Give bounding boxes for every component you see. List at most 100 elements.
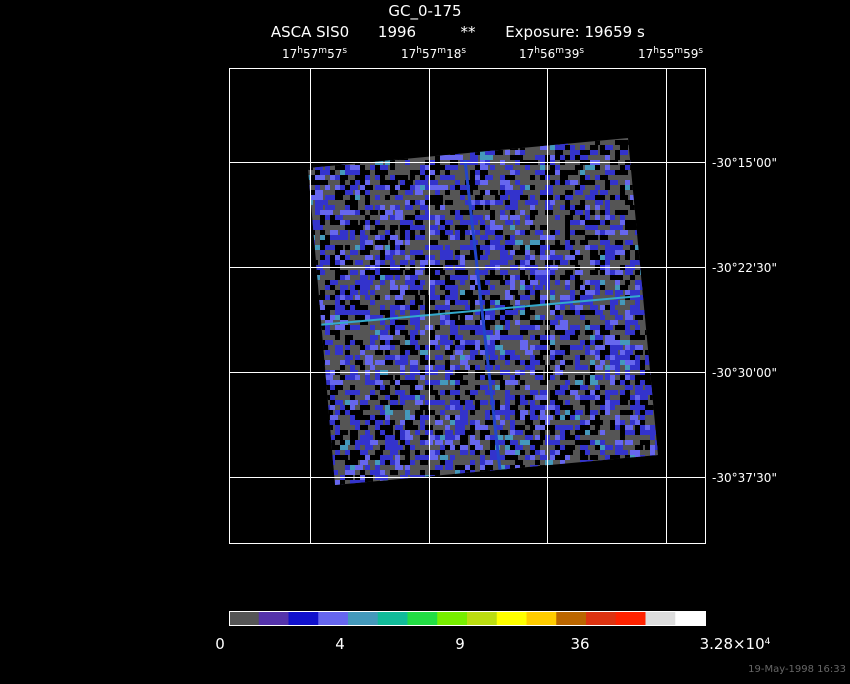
pixel bbox=[340, 375, 345, 380]
pixel bbox=[435, 440, 443, 445]
pixel bbox=[415, 255, 423, 260]
pixel bbox=[345, 450, 350, 455]
pixel bbox=[605, 210, 610, 215]
pixel bbox=[575, 360, 580, 365]
pixel bbox=[620, 375, 625, 380]
pixel bbox=[450, 285, 458, 290]
pixel bbox=[640, 485, 645, 490]
pixel bbox=[500, 485, 505, 490]
pixel bbox=[490, 340, 498, 345]
pixel bbox=[590, 260, 595, 265]
pixel bbox=[540, 300, 545, 305]
pixel bbox=[550, 430, 555, 435]
pixel bbox=[595, 470, 600, 475]
pixel bbox=[330, 205, 335, 210]
pixel bbox=[460, 195, 465, 200]
pixel bbox=[355, 340, 363, 345]
pixel bbox=[445, 280, 453, 285]
pixel bbox=[415, 400, 423, 405]
pixel bbox=[650, 295, 655, 300]
pixel bbox=[590, 280, 598, 285]
pixel bbox=[605, 305, 610, 310]
pixel bbox=[505, 255, 513, 260]
pixel bbox=[310, 355, 318, 360]
text-part: 17 bbox=[519, 47, 534, 61]
pixel bbox=[325, 295, 333, 300]
pixel bbox=[515, 230, 520, 235]
pixel bbox=[630, 415, 638, 420]
pixel bbox=[300, 210, 308, 215]
pixel bbox=[370, 340, 375, 345]
pixel bbox=[375, 375, 380, 380]
pixel bbox=[320, 240, 325, 245]
pixel bbox=[655, 455, 658, 460]
pixel bbox=[570, 170, 578, 175]
pixel bbox=[520, 140, 525, 145]
pixel bbox=[340, 250, 345, 255]
pixel bbox=[520, 315, 525, 320]
pixel bbox=[410, 335, 418, 340]
pixel bbox=[475, 320, 483, 325]
pixel bbox=[540, 335, 548, 340]
pixel bbox=[325, 385, 333, 390]
pixel bbox=[405, 480, 413, 485]
pixel bbox=[308, 195, 310, 200]
pixel bbox=[490, 210, 495, 215]
pixel bbox=[470, 305, 475, 310]
pixel bbox=[610, 375, 615, 380]
pixel bbox=[585, 235, 590, 240]
pixel bbox=[430, 215, 438, 220]
pixel bbox=[645, 190, 650, 195]
pixel bbox=[420, 330, 425, 335]
pixel bbox=[520, 340, 528, 345]
pixel bbox=[400, 435, 405, 440]
pixel bbox=[640, 405, 645, 410]
pixel bbox=[645, 385, 653, 390]
pixel bbox=[610, 195, 615, 200]
pixel bbox=[450, 445, 458, 450]
pixel bbox=[570, 385, 575, 390]
pixel bbox=[550, 270, 555, 275]
pixel bbox=[590, 395, 595, 400]
pixel bbox=[615, 250, 620, 255]
pixel bbox=[300, 170, 308, 175]
pixel bbox=[330, 255, 335, 260]
pixel bbox=[540, 395, 548, 400]
pixel bbox=[420, 455, 425, 460]
text-part: 57 bbox=[422, 47, 437, 61]
pixel bbox=[335, 380, 343, 385]
pixel bbox=[515, 215, 520, 220]
pixel bbox=[315, 350, 320, 355]
text-part: m bbox=[318, 46, 327, 56]
pixel bbox=[315, 485, 323, 490]
pixel bbox=[410, 290, 418, 295]
pixel bbox=[595, 445, 600, 450]
timestamp: 19-May-1998 16:33 bbox=[748, 664, 846, 675]
pixel bbox=[420, 290, 428, 295]
pixel bbox=[620, 355, 625, 360]
pixel bbox=[470, 345, 478, 350]
pixel bbox=[610, 335, 618, 340]
pixel bbox=[475, 345, 480, 350]
pixel bbox=[625, 140, 633, 145]
pixel bbox=[300, 225, 308, 230]
text-part: 36 bbox=[570, 635, 589, 653]
pixel bbox=[345, 410, 353, 415]
colorbar-swatch bbox=[615, 611, 646, 625]
pixel bbox=[310, 375, 318, 380]
pixel bbox=[595, 185, 600, 190]
pixel bbox=[335, 400, 343, 405]
pixel bbox=[585, 440, 590, 445]
pixel bbox=[310, 260, 318, 265]
pixel bbox=[540, 140, 548, 145]
pixel bbox=[320, 430, 328, 435]
pixel bbox=[495, 410, 503, 415]
pixel bbox=[435, 215, 440, 220]
pixel bbox=[390, 470, 398, 475]
pixel bbox=[490, 190, 498, 195]
pixel bbox=[540, 270, 545, 275]
pixel bbox=[635, 390, 643, 395]
pixel bbox=[540, 235, 545, 240]
pixel bbox=[585, 350, 593, 355]
pixel bbox=[435, 275, 440, 280]
